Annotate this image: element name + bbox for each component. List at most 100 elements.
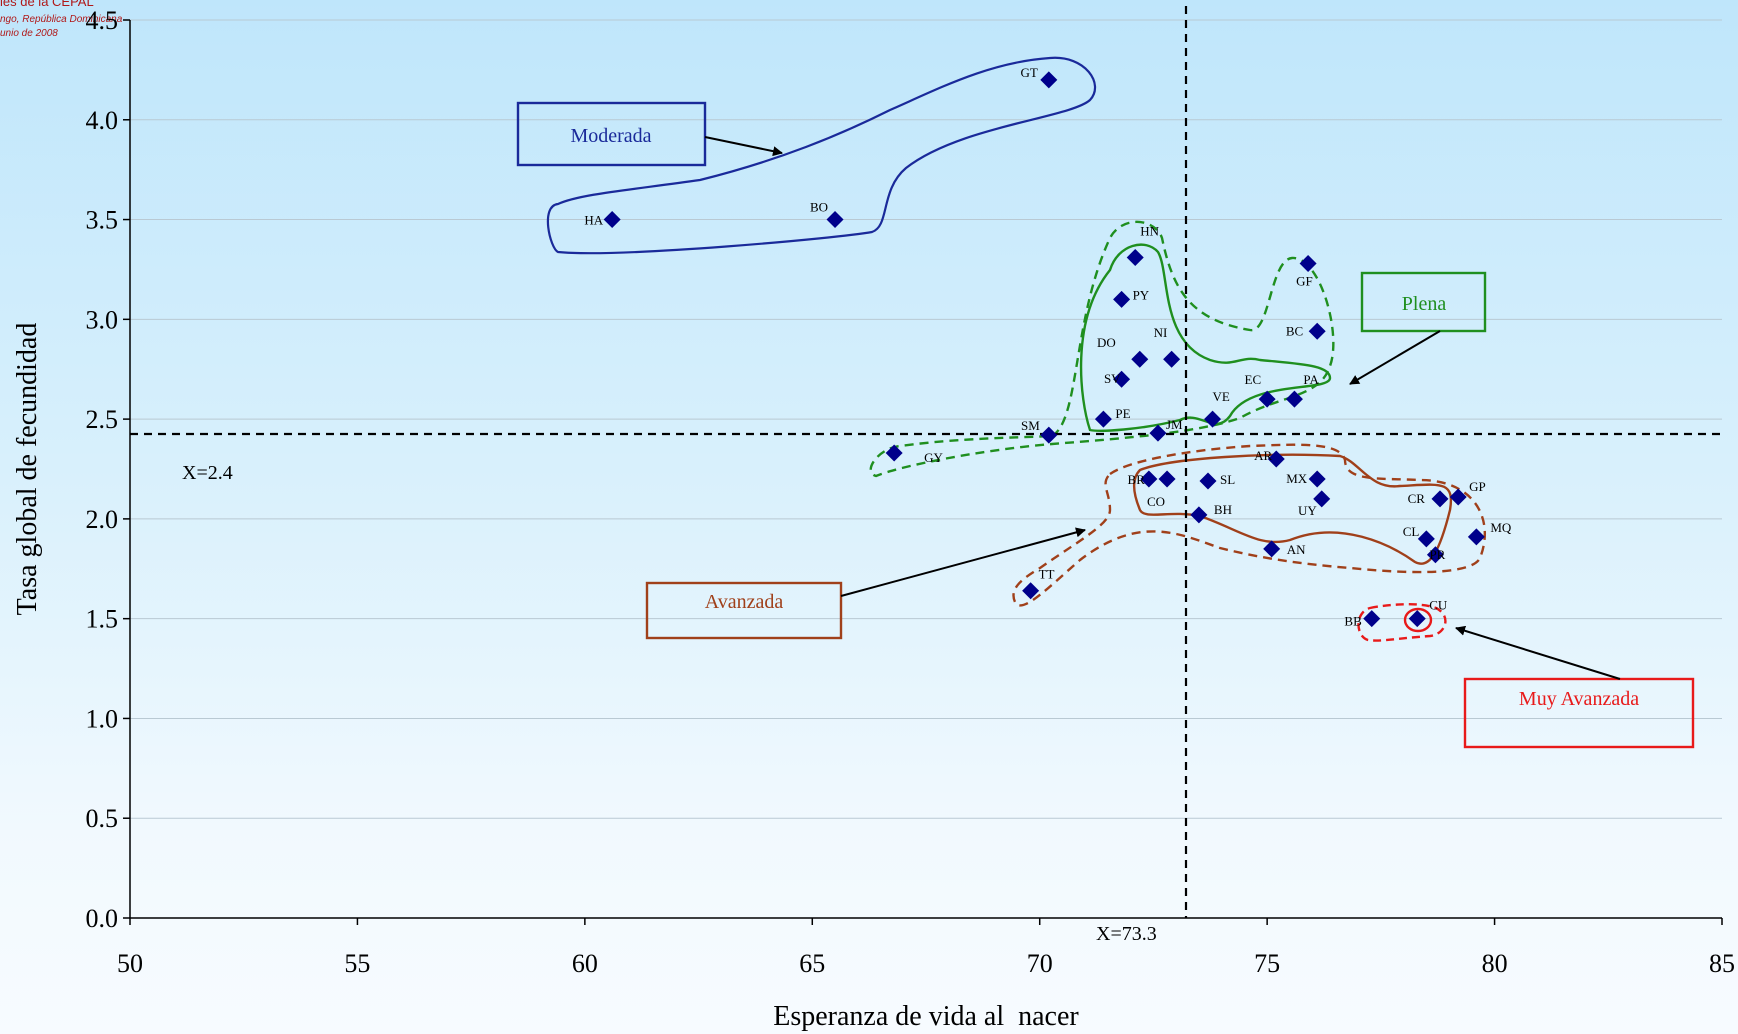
point-bc — [1308, 322, 1326, 340]
point-label-sm: SM — [1021, 418, 1040, 433]
point-bh — [1190, 506, 1208, 524]
point-label-hn: HN — [1140, 223, 1159, 238]
x-ticks: 50 55 60 65 70 75 80 85 — [117, 918, 1735, 978]
label-avanzada: Avanzada — [705, 591, 784, 613]
x-tick-label: 80 — [1482, 949, 1508, 978]
axes — [129, 20, 1722, 919]
point-ar — [1267, 450, 1285, 468]
y-tick-label: 1.5 — [86, 605, 119, 634]
point-mx — [1308, 470, 1326, 488]
point-ve — [1204, 410, 1222, 428]
point-label-tt: TT — [1039, 567, 1055, 582]
label-muy-avanzada: Muy Avanzada — [1519, 688, 1639, 710]
point-label-pr: PR — [1429, 547, 1445, 562]
point-label-do: DO — [1097, 335, 1116, 350]
label-plena: Plena — [1402, 293, 1447, 315]
label-box-avanzada: Avanzada — [645, 581, 843, 640]
label-moderada: Moderada — [570, 125, 651, 147]
avanzada-outline-solid — [1133, 453, 1453, 565]
point-sl — [1199, 472, 1217, 490]
point-label-ha: HA — [584, 213, 603, 228]
arrow-moderada — [704, 136, 783, 157]
group-muy-avanzada — [1357, 603, 1447, 642]
label-box-muy-avanzada: Muy Avanzada — [1463, 677, 1695, 749]
point-label-ar: AR — [1254, 448, 1272, 463]
gridlines — [130, 19, 1722, 819]
label-box-moderada: Moderada — [516, 101, 707, 167]
point-label-uy: UY — [1298, 503, 1317, 518]
point-label-pe: PE — [1115, 406, 1130, 421]
y-tick-label: 0.0 — [86, 904, 119, 933]
point-gf — [1299, 254, 1317, 272]
y-tick-label: 3.0 — [86, 305, 119, 334]
x-tick-label: 70 — [1027, 949, 1053, 978]
point-bb — [1363, 610, 1381, 628]
point-hn — [1126, 248, 1144, 266]
group-moderada — [546, 56, 1097, 255]
point-cl — [1417, 530, 1435, 548]
point-do — [1131, 350, 1149, 368]
group-plena — [869, 220, 1335, 478]
y-tick-label: 4.0 — [86, 106, 119, 135]
x-tick-label: 50 — [117, 949, 143, 978]
point-gy — [885, 444, 903, 462]
point-label-sv: SV — [1104, 371, 1121, 386]
point-label-gy: GY — [924, 450, 943, 465]
x-tick-label: 55 — [344, 949, 370, 978]
point-pe — [1094, 410, 1112, 428]
arrow-muy-avanzada — [1455, 625, 1621, 680]
mean-x-reference-label: X=73.3 — [1096, 923, 1157, 945]
mean-y-reference-label: X=2.4 — [182, 462, 233, 484]
point-label-bh: BH — [1214, 502, 1232, 517]
point-label-mx: MX — [1286, 471, 1308, 486]
y-tick-label: 3.5 — [86, 206, 119, 235]
muy-avanzada-outline-dashed — [1357, 603, 1447, 642]
point-ha — [603, 211, 621, 229]
point-label-gt: GT — [1020, 65, 1037, 80]
point-label-pa: PA — [1303, 372, 1319, 387]
point-label-ec: EC — [1245, 372, 1262, 387]
point-label-co: CO — [1147, 494, 1165, 509]
point-label-sl: SL — [1220, 472, 1235, 487]
point-gt — [1040, 71, 1058, 89]
point-mq — [1467, 528, 1485, 546]
point-cr — [1431, 490, 1449, 508]
y-tick-label: 2.5 — [86, 405, 119, 434]
label-box-plena: Plena — [1360, 271, 1487, 333]
moderada-outline — [546, 56, 1097, 255]
point-py — [1113, 290, 1131, 308]
point-label-ve: VE — [1213, 389, 1230, 404]
x-tick-label: 85 — [1709, 949, 1735, 978]
point-bo — [826, 211, 844, 229]
y-tick-label: 4.5 — [86, 6, 119, 35]
data-points: GT HA BO HN GF PY BC NI DO SV EC PA VE PE JM SM GY AR BRCO… — [584, 65, 1512, 629]
point-pr — [1426, 546, 1444, 564]
point-label-bb: BB — [1344, 614, 1362, 629]
point-cu — [1408, 610, 1426, 628]
point-label-ni: NI — [1154, 325, 1168, 340]
point-label-cr: CR — [1408, 491, 1426, 506]
point-pa — [1285, 390, 1303, 408]
point-ec — [1258, 390, 1276, 408]
point-ni — [1163, 350, 1181, 368]
point-label-cu: CU — [1429, 598, 1448, 613]
point-co — [1158, 470, 1176, 488]
y-axis-label: Tasa global de fecundidad — [12, 323, 43, 616]
y-ticks: 0.0 0.5 1.0 1.5 2.0 2.5 3.0 3.5 4.0 4.5 — [86, 6, 130, 933]
point-jm — [1149, 424, 1167, 442]
point-gp — [1449, 488, 1467, 506]
muy-avanzada-outline-solid — [1403, 607, 1433, 633]
point-an — [1263, 540, 1281, 558]
x-axis-label: Esperanza de vida al nacer — [773, 1001, 1079, 1032]
point-label-bo: BO — [810, 200, 828, 215]
x-tick-label: 75 — [1254, 949, 1280, 978]
arrow-plena — [1349, 330, 1441, 385]
point-sm — [1040, 426, 1058, 444]
point-br — [1140, 470, 1158, 488]
header-line-2: ngo, República Dominicana — [0, 14, 123, 25]
y-tick-label: 2.0 — [86, 505, 119, 534]
x-tick-label: 65 — [799, 949, 825, 978]
x-tick-label: 60 — [572, 949, 598, 978]
y-tick-label: 1.0 — [86, 704, 119, 733]
